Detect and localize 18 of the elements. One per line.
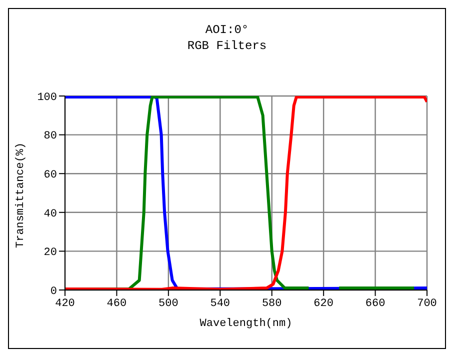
x-tick-label: 460 [106,298,127,310]
x-tick-label: 500 [158,298,178,310]
x-axis-title: Wavelength(nm) [200,318,292,330]
x-tick-label: 660 [365,298,386,310]
y-tick-label: 0 [50,286,57,298]
y-axis-title: Transmittance(%) [14,142,27,248]
y-tick-label: 40 [44,208,57,220]
x-tick-label: 620 [314,298,334,310]
y-tick-label: 100 [37,92,57,104]
y-tick-label: 60 [44,170,57,182]
y-tick-label: 20 [44,247,57,260]
y-tick-label: 80 [44,130,57,143]
chart-subtitle: RGB Filters [186,39,268,53]
x-tick-label: 420 [55,298,75,310]
x-tick-label: 700 [417,298,437,310]
chart-title: AOI:0° [204,23,250,37]
x-tick-label: 540 [210,298,230,310]
x-tick-label: 580 [262,298,282,310]
